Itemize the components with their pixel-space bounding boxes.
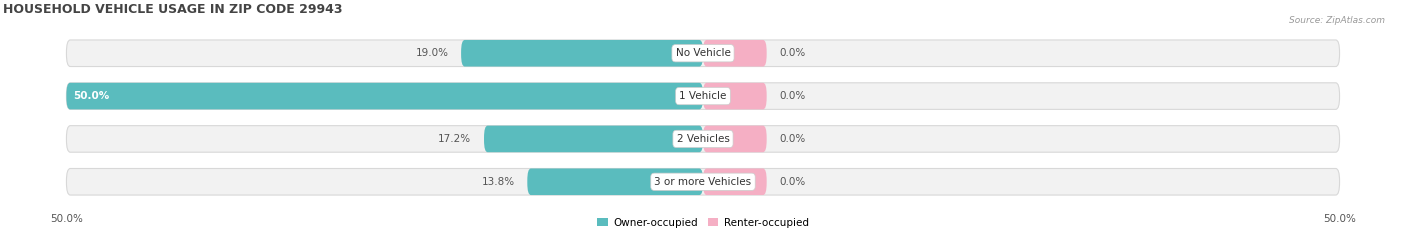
FancyBboxPatch shape — [703, 168, 766, 195]
Text: 19.0%: 19.0% — [415, 48, 449, 58]
Text: HOUSEHOLD VEHICLE USAGE IN ZIP CODE 29943: HOUSEHOLD VEHICLE USAGE IN ZIP CODE 2994… — [3, 3, 342, 16]
FancyBboxPatch shape — [66, 126, 1340, 152]
FancyBboxPatch shape — [66, 83, 1340, 109]
Legend: Owner-occupied, Renter-occupied: Owner-occupied, Renter-occupied — [593, 213, 813, 232]
Text: 50.0%: 50.0% — [73, 91, 110, 101]
FancyBboxPatch shape — [461, 40, 703, 67]
Text: 50.0%: 50.0% — [51, 214, 83, 224]
FancyBboxPatch shape — [66, 40, 1340, 67]
FancyBboxPatch shape — [527, 168, 703, 195]
Text: 13.8%: 13.8% — [481, 177, 515, 187]
Text: No Vehicle: No Vehicle — [675, 48, 731, 58]
Text: 1 Vehicle: 1 Vehicle — [679, 91, 727, 101]
Text: 0.0%: 0.0% — [779, 91, 806, 101]
FancyBboxPatch shape — [703, 83, 766, 109]
FancyBboxPatch shape — [484, 126, 703, 152]
Text: 17.2%: 17.2% — [439, 134, 471, 144]
Text: 0.0%: 0.0% — [779, 134, 806, 144]
Text: Source: ZipAtlas.com: Source: ZipAtlas.com — [1289, 16, 1385, 25]
Text: 50.0%: 50.0% — [1323, 214, 1355, 224]
Text: 2 Vehicles: 2 Vehicles — [676, 134, 730, 144]
Text: 0.0%: 0.0% — [779, 177, 806, 187]
Text: 0.0%: 0.0% — [779, 48, 806, 58]
FancyBboxPatch shape — [703, 40, 766, 67]
FancyBboxPatch shape — [66, 168, 1340, 195]
FancyBboxPatch shape — [66, 83, 703, 109]
Text: 3 or more Vehicles: 3 or more Vehicles — [654, 177, 752, 187]
FancyBboxPatch shape — [703, 126, 766, 152]
